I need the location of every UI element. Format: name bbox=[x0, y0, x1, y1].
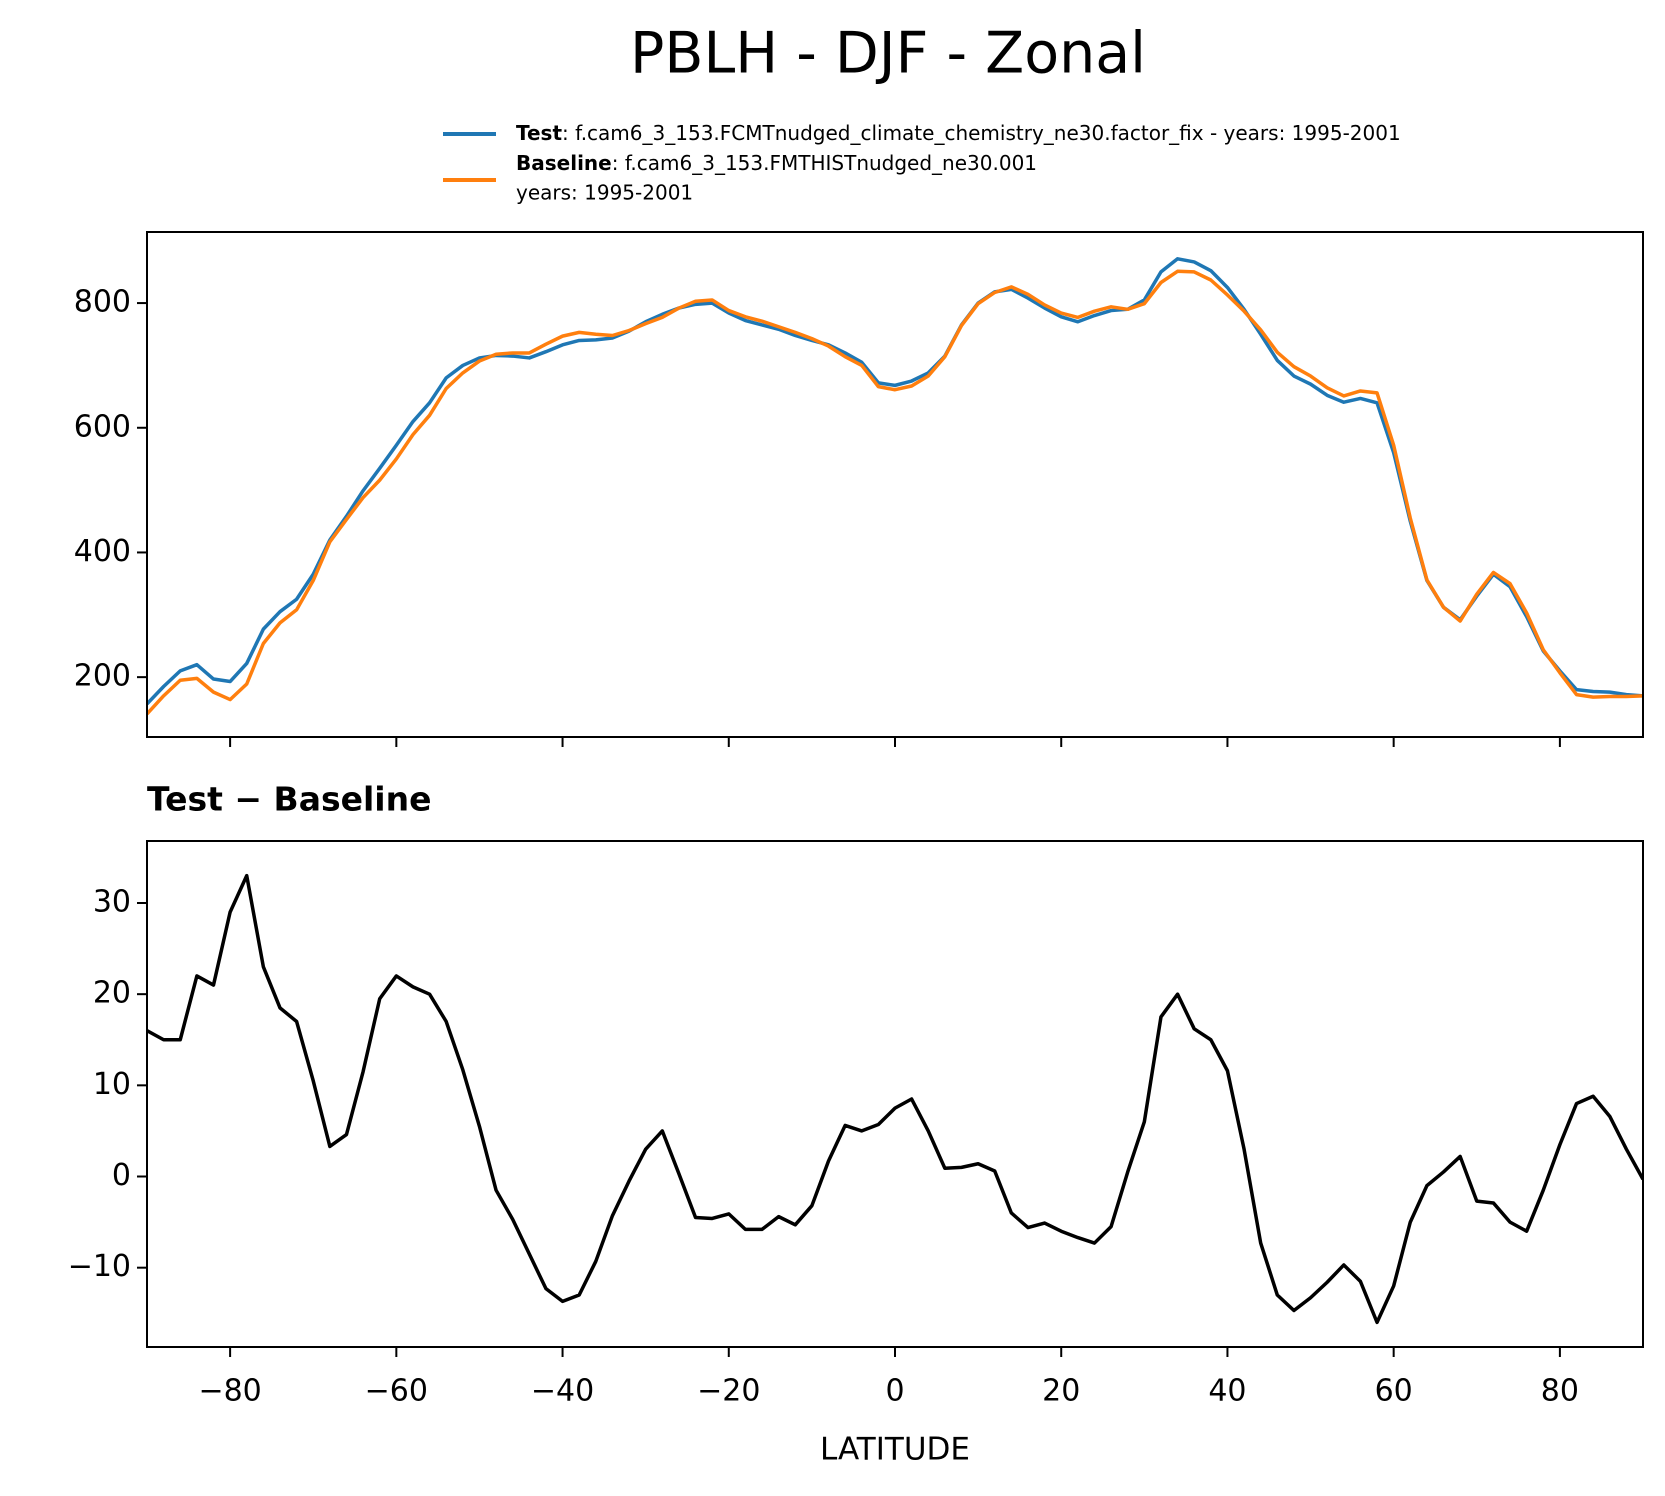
legend-description: years: 1995-2001 bbox=[516, 181, 693, 205]
axes-frame bbox=[146, 231, 1644, 738]
x-tick-label: 20 bbox=[1042, 1374, 1080, 1409]
x-tick-label: −40 bbox=[531, 1374, 594, 1409]
series-line bbox=[147, 269, 1643, 716]
legend-name: Baseline bbox=[516, 151, 612, 175]
y-tick-label: 400 bbox=[74, 534, 131, 569]
legend-description: : f.cam6_3_153.FCMTnudged_climate_chemis… bbox=[562, 121, 1401, 145]
x-tick-label: 60 bbox=[1375, 1374, 1413, 1409]
y-tick-label: 0 bbox=[112, 1158, 131, 1193]
x-tick-label: −60 bbox=[365, 1374, 428, 1409]
y-tick-label: −10 bbox=[68, 1249, 131, 1284]
legend-name: Test bbox=[516, 121, 562, 145]
x-tick-label: −80 bbox=[198, 1374, 261, 1409]
y-tick-label: 600 bbox=[74, 409, 131, 444]
x-tick-label: 80 bbox=[1541, 1374, 1579, 1409]
subplot-title: Test − Baseline bbox=[147, 780, 432, 819]
y-tick-label: 200 bbox=[74, 659, 131, 694]
x-tick-label: 0 bbox=[885, 1374, 904, 1409]
y-tick-label: 20 bbox=[93, 976, 131, 1011]
y-tick-label: 10 bbox=[93, 1067, 131, 1102]
legend-description: : f.cam6_3_153.FMTHISTnudged_ne30.001 bbox=[612, 151, 1037, 175]
series-line bbox=[147, 257, 1643, 706]
axes-frame bbox=[146, 840, 1644, 1348]
legend-label: Baseline: f.cam6_3_153.FMTHISTnudged_ne3… bbox=[516, 151, 1037, 175]
x-axis-label: LATITUDE bbox=[820, 1432, 970, 1468]
figure-title: PBLH - DJF - Zonal bbox=[630, 21, 1146, 87]
series-line bbox=[147, 873, 1643, 1325]
y-tick-label: 30 bbox=[93, 884, 131, 919]
legend-label: Test: f.cam6_3_153.FCMTnudged_climate_ch… bbox=[516, 121, 1401, 145]
x-tick-label: −20 bbox=[697, 1374, 760, 1409]
y-tick-label: 800 bbox=[74, 285, 131, 320]
x-tick-label: 40 bbox=[1208, 1374, 1246, 1409]
